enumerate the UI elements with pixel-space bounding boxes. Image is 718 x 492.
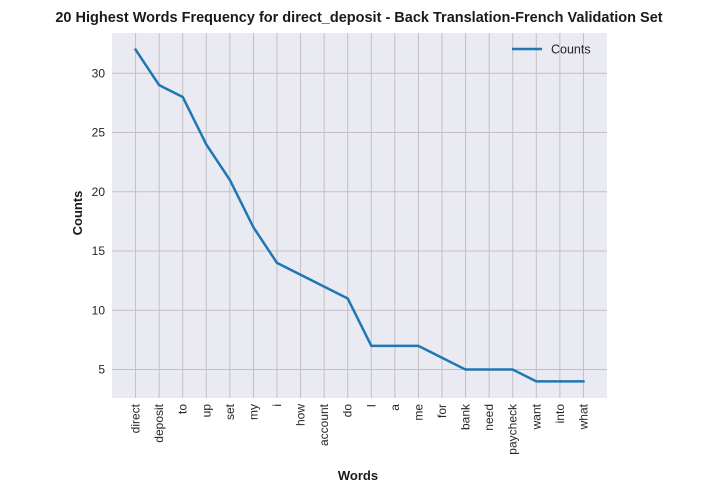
x-tick-label: need xyxy=(482,404,496,431)
plot-area xyxy=(112,33,607,398)
x-tick-label: paycheck xyxy=(506,403,520,455)
y-tick-label: 15 xyxy=(92,244,106,258)
legend-label-counts: Counts xyxy=(551,43,591,57)
x-tick-label: me xyxy=(411,404,425,421)
x-tick-label: for xyxy=(435,404,449,418)
x-tick-label: deposit xyxy=(152,403,166,442)
legend: Counts xyxy=(512,43,591,57)
x-tick-label: direct xyxy=(129,403,143,433)
x-tick-label: want xyxy=(529,403,543,430)
series-line-counts xyxy=(133,47,585,383)
x-tick-label: account xyxy=(317,403,331,446)
x-tick-label: I xyxy=(364,404,378,407)
series-lines xyxy=(133,47,585,383)
x-tick-label: to xyxy=(176,404,190,414)
x-tick-label: do xyxy=(341,404,355,418)
chart-title: 20 Highest Words Frequency for direct_de… xyxy=(55,10,662,26)
x-tick-label: into xyxy=(553,404,567,424)
y-tick-labels: 5 10 15 20 25 30 xyxy=(92,66,106,376)
x-tick-label: i xyxy=(270,404,284,407)
x-tick-label: how xyxy=(294,404,308,426)
y-tick-label: 10 xyxy=(92,303,106,317)
x-tick-label: a xyxy=(388,404,402,411)
x-tick-label: set xyxy=(223,403,237,420)
x-axis-label: Words xyxy=(338,468,378,483)
grid-lines xyxy=(112,33,607,398)
y-tick-label: 30 xyxy=(92,66,106,80)
x-tick-label: up xyxy=(199,404,213,418)
x-tick-label: bank xyxy=(459,403,473,430)
y-axis-label: Counts xyxy=(70,191,85,236)
y-tick-label: 25 xyxy=(92,126,106,140)
y-tick-label: 20 xyxy=(92,185,106,199)
x-tick-label: my xyxy=(246,404,260,420)
y-tick-label: 5 xyxy=(98,363,105,377)
x-tick-label: what xyxy=(576,403,590,430)
